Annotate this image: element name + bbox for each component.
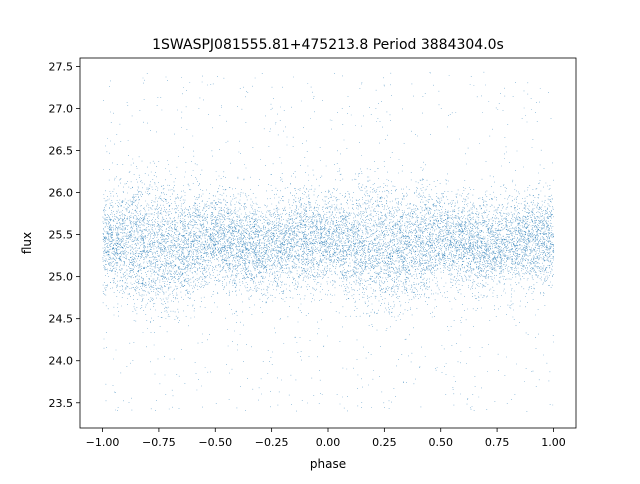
y-axis-label: flux — [20, 232, 34, 254]
y-tick-label: 27.5 — [49, 60, 74, 73]
y-tick-label: 24.0 — [49, 355, 74, 368]
y-tick-label: 26.5 — [49, 145, 74, 158]
x-tick-label: 0.25 — [372, 436, 397, 449]
x-tick-label: −0.25 — [255, 436, 289, 449]
chart-title: 1SWASPJ081555.81+475213.8 Period 3884304… — [152, 37, 504, 53]
y-tick-label: 27.0 — [49, 102, 74, 115]
y-tick-label: 25.0 — [49, 271, 74, 284]
x-tick-label: −1.00 — [86, 436, 120, 449]
x-tick-label: 0.00 — [316, 436, 341, 449]
x-axis: −1.00 −0.75 −0.50 −0.25 0.00 0.25 0.50 0.75 1.00 — [86, 428, 566, 449]
scatter-points — [102, 71, 555, 412]
x-axis-label: phase — [310, 457, 346, 471]
y-tick-label: 26.0 — [49, 187, 74, 200]
x-tick-label: 0.50 — [428, 436, 453, 449]
y-tick-label: 23.5 — [49, 397, 74, 410]
y-tick-label: 25.5 — [49, 229, 74, 242]
x-tick-label: −0.50 — [198, 436, 232, 449]
x-tick-label: 1.00 — [541, 436, 566, 449]
data-points — [102, 71, 555, 412]
y-axis: 23.5 24.0 24.5 25.0 25.5 26.0 26.5 27.0 27.5 — [49, 60, 80, 410]
x-tick-label: −0.75 — [142, 436, 176, 449]
y-tick-label: 24.5 — [49, 313, 74, 326]
x-tick-label: 0.75 — [485, 436, 510, 449]
